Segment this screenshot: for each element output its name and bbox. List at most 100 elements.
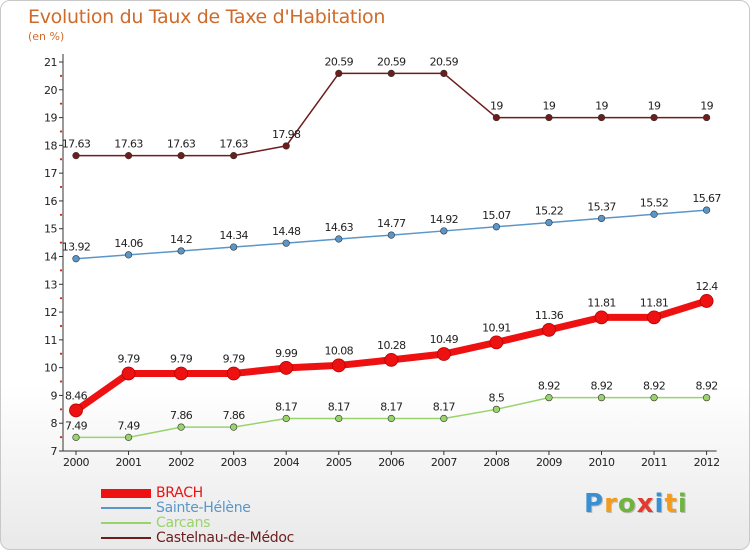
data-point [492, 113, 501, 122]
data-label: 9.79 [118, 352, 141, 365]
y-minor-tick [59, 436, 63, 439]
data-point [124, 433, 133, 441]
legend-swatch [101, 507, 151, 509]
data-label: 19 [490, 100, 503, 113]
y-tick-label: 13 [44, 278, 57, 291]
y-minor-tick [59, 408, 63, 411]
data-label: 7.86 [170, 409, 193, 422]
x-tick-label: 2006 [378, 456, 404, 469]
data-point [440, 227, 448, 235]
data-label: 17.63 [219, 138, 248, 151]
data-label: 8.92 [643, 380, 665, 393]
logo-letter: i [677, 489, 688, 519]
proxiti-logo: Proxiti [584, 489, 688, 519]
y-tick-label: 21 [44, 56, 57, 69]
data-point [542, 322, 556, 337]
data-point [72, 255, 80, 263]
legend-label: Castelnau-de-Médoc [156, 530, 295, 546]
data-label: 15.22 [535, 205, 564, 218]
logo-letter: P [584, 489, 605, 519]
data-label: 19 [543, 100, 556, 113]
y-minor-tick [59, 213, 63, 216]
data-point [72, 433, 80, 441]
legend-label: BRACH [156, 485, 203, 501]
logo-letter: t [664, 489, 678, 519]
data-label: 8.92 [538, 380, 560, 393]
data-point [177, 247, 185, 255]
data-label: 8.92 [590, 380, 612, 393]
data-label: 19 [595, 100, 608, 113]
y-minor-tick [59, 241, 63, 244]
logo-letter: r [604, 489, 618, 519]
data-label: 15.07 [482, 209, 511, 222]
data-point [597, 394, 606, 402]
y-tick-label: 7 [51, 445, 58, 458]
data-label: 9.99 [275, 347, 298, 360]
data-point [492, 405, 501, 413]
y-minor-tick [59, 74, 63, 77]
y-tick-label: 19 [44, 112, 57, 125]
data-label: 8.5 [489, 391, 505, 404]
y-minor-tick [59, 297, 63, 300]
y-minor-tick [59, 158, 63, 161]
data-point [230, 152, 238, 160]
logo-letter: x [636, 489, 655, 519]
data-point [597, 214, 606, 223]
y-tick-label: 18 [44, 139, 57, 152]
y-minor-tick [59, 130, 63, 133]
data-point [440, 69, 448, 77]
y-tick-label: 8 [51, 417, 58, 430]
data-point [387, 231, 395, 239]
data-point [492, 223, 501, 231]
y-tick-label: 16 [44, 195, 57, 208]
data-label: 19 [648, 100, 661, 113]
data-point [124, 251, 133, 259]
data-point [650, 210, 658, 218]
data-point [545, 394, 553, 402]
data-label: 7.86 [223, 409, 246, 422]
legend-swatch [101, 488, 151, 498]
data-point [69, 403, 83, 418]
legend-swatch [101, 537, 151, 539]
data-point [230, 423, 238, 431]
data-label: 14.77 [377, 217, 406, 230]
data-point [650, 394, 658, 402]
series-brach: 8.46 9.79 9.79 9.79 9.99 10.08 10.28 10.49 10.91… [65, 280, 719, 418]
data-point [121, 366, 136, 381]
data-label: 17.98 [272, 128, 301, 141]
data-label: 19 [700, 100, 713, 113]
data-label: 15.52 [640, 196, 669, 209]
y-tick-label: 12 [44, 306, 57, 319]
data-point [230, 243, 238, 251]
data-point [545, 219, 553, 227]
x-tick-label: 2009 [536, 456, 562, 469]
data-point [279, 361, 294, 375]
data-point [436, 347, 451, 361]
data-label: 14.06 [114, 237, 143, 250]
x-tick-label: 2001 [116, 456, 142, 469]
data-point [335, 69, 343, 77]
data-point [489, 335, 504, 350]
data-point [594, 310, 609, 325]
data-label: 14.2 [170, 233, 192, 246]
data-label: 15.67 [692, 192, 721, 205]
x-tick-label: 2000 [63, 456, 89, 469]
data-label: 11.81 [640, 296, 669, 309]
data-label: 8.17 [380, 400, 403, 413]
logo-letter: i [654, 489, 665, 519]
data-point [699, 294, 714, 308]
data-label: 14.48 [272, 225, 301, 238]
y-tick-label: 20 [44, 84, 57, 97]
data-point [702, 206, 711, 214]
data-point [335, 235, 343, 243]
series-carcans: 7.49 7.49 7.86 7.86 8.17 8.17 8.17 8.17 8.5 8.92 8… [65, 380, 718, 441]
data-point [282, 239, 290, 247]
y-minor-tick [59, 269, 63, 272]
data-label: 7.49 [118, 419, 141, 432]
chart-subtitle: (en %) [28, 30, 65, 43]
legend-label: Carcans [156, 515, 211, 531]
data-label: 10.49 [430, 333, 459, 346]
legend-swatch [101, 522, 151, 524]
data-label: 9.79 [223, 352, 246, 365]
data-label: 8.17 [328, 400, 351, 413]
